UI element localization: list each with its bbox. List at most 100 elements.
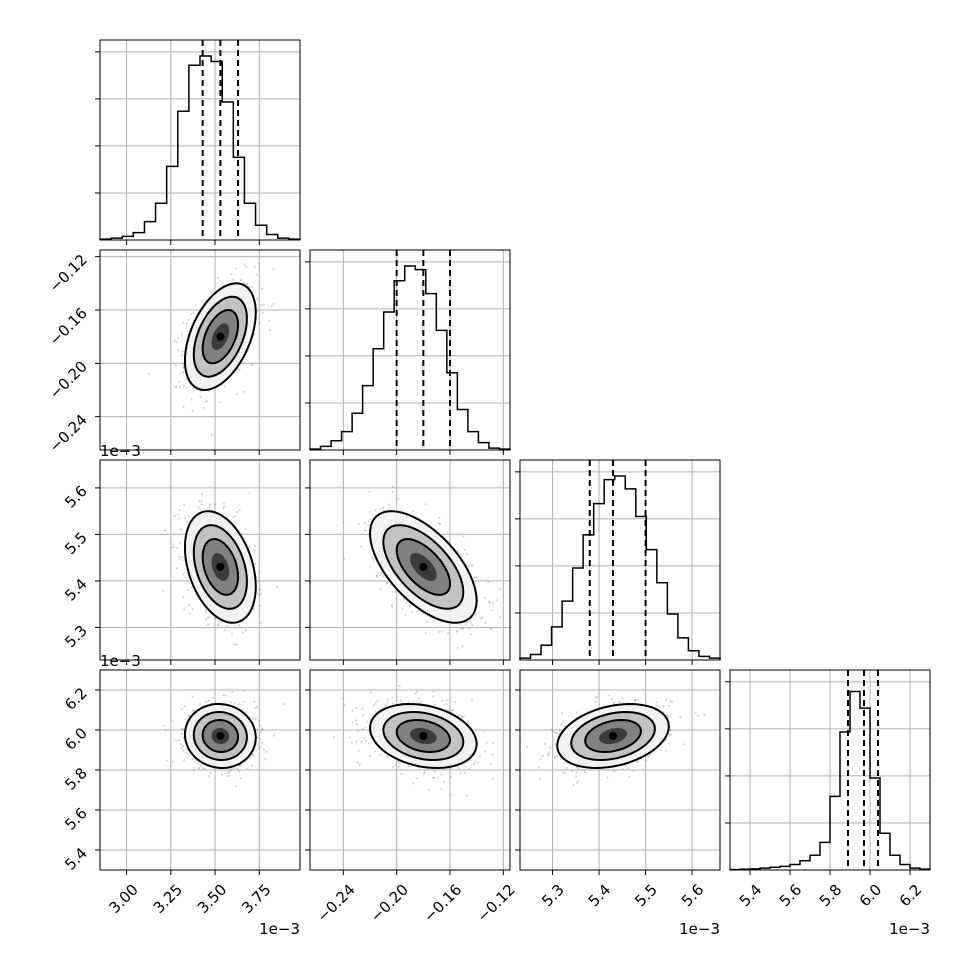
sample-point	[190, 313, 193, 316]
sample-point	[238, 624, 241, 627]
sample-point	[276, 585, 279, 589]
sample-point	[224, 629, 227, 632]
sample-point	[557, 732, 560, 735]
sample-point	[462, 715, 465, 718]
sample-point	[180, 727, 184, 730]
sample-point	[553, 738, 556, 741]
sample-point	[243, 700, 246, 703]
sample-point	[191, 608, 194, 611]
sample-point	[192, 454, 194, 456]
sample-point	[182, 749, 185, 752]
sample-point	[183, 608, 186, 611]
sample-point	[498, 588, 501, 591]
sample-point	[252, 754, 255, 757]
sample-point	[445, 703, 448, 706]
x-tick-label-0-1: 3.25	[150, 881, 186, 917]
sample-point	[489, 762, 492, 765]
hist-step-2	[519, 475, 721, 660]
sample-point	[372, 559, 375, 562]
sample-point	[261, 727, 264, 730]
sample-point	[397, 765, 400, 768]
sample-point	[481, 616, 484, 619]
sample-point	[367, 742, 370, 745]
sample-point	[257, 262, 260, 265]
sample-point	[376, 575, 379, 578]
sample-point	[546, 753, 550, 756]
sample-point	[408, 765, 411, 768]
sample-point	[183, 503, 186, 506]
pair-panel-2-0	[99, 459, 301, 661]
sample-point	[547, 753, 550, 756]
sample-point	[477, 611, 480, 614]
sample-point	[613, 701, 616, 704]
sample-point	[200, 503, 204, 506]
sample-point	[172, 545, 175, 549]
sample-point	[594, 700, 597, 704]
sample-point	[174, 364, 177, 367]
sample-point	[239, 777, 242, 780]
sample-point	[220, 773, 223, 777]
sample-point	[254, 706, 257, 709]
hist-panel-2	[515, 459, 721, 661]
sample-point	[343, 557, 346, 560]
sample-point	[575, 711, 579, 714]
sample-point	[342, 521, 345, 524]
pair-panel-1-0	[99, 249, 301, 456]
sample-point	[401, 608, 404, 611]
sample-point	[543, 742, 547, 746]
sample-point	[363, 522, 367, 525]
sample-point	[272, 734, 276, 737]
sample-point	[469, 620, 472, 623]
sample-point	[182, 595, 185, 599]
sample-point	[470, 698, 474, 701]
sample-point	[177, 513, 180, 516]
sample-point	[233, 702, 236, 705]
sample-point	[256, 705, 259, 709]
sample-point	[607, 694, 610, 697]
sample-point	[387, 503, 390, 506]
sample-point	[258, 719, 261, 722]
sample-point	[182, 728, 185, 731]
sample-point	[170, 720, 173, 723]
sample-point	[181, 350, 184, 353]
sample-point	[368, 511, 371, 514]
frame-hist-1	[309, 249, 511, 451]
sample-point	[230, 701, 233, 704]
sample-point	[259, 604, 262, 607]
sample-point	[459, 623, 462, 626]
sample-point	[466, 794, 469, 797]
x-tick-label-2-3: 5.6	[678, 881, 708, 911]
sample-point	[368, 490, 371, 493]
sample-point	[197, 506, 200, 509]
sample-point	[468, 627, 471, 630]
x-tick-label-3-2: 5.8	[816, 881, 846, 911]
sample-point	[488, 600, 491, 603]
sample-point	[457, 767, 461, 770]
sample-point	[460, 627, 463, 630]
sample-point	[256, 736, 260, 739]
sample-point	[351, 709, 354, 712]
sample-point	[397, 497, 400, 500]
sample-point	[433, 770, 436, 773]
sample-point	[369, 518, 372, 521]
sample-point	[379, 507, 382, 510]
y-tick-label-3-1: 5.6	[61, 804, 91, 834]
sample-point	[464, 765, 467, 768]
sample-point	[485, 741, 488, 744]
density-peak	[216, 562, 225, 571]
x-tick-label-3-0: 5.4	[736, 881, 766, 911]
sample-point	[241, 631, 245, 634]
sample-point	[459, 772, 462, 775]
sample-point	[231, 278, 234, 281]
sample-point	[386, 701, 389, 704]
sample-point	[202, 406, 205, 409]
sample-point	[217, 622, 220, 625]
sample-point	[162, 589, 165, 592]
contour-line-0	[556, 702, 670, 770]
sample-point	[374, 710, 377, 713]
sample-point	[397, 761, 400, 764]
sample-point	[147, 372, 150, 375]
sample-point	[253, 700, 256, 703]
frame-pair-1-0	[99, 249, 301, 451]
sample-point	[356, 729, 359, 733]
